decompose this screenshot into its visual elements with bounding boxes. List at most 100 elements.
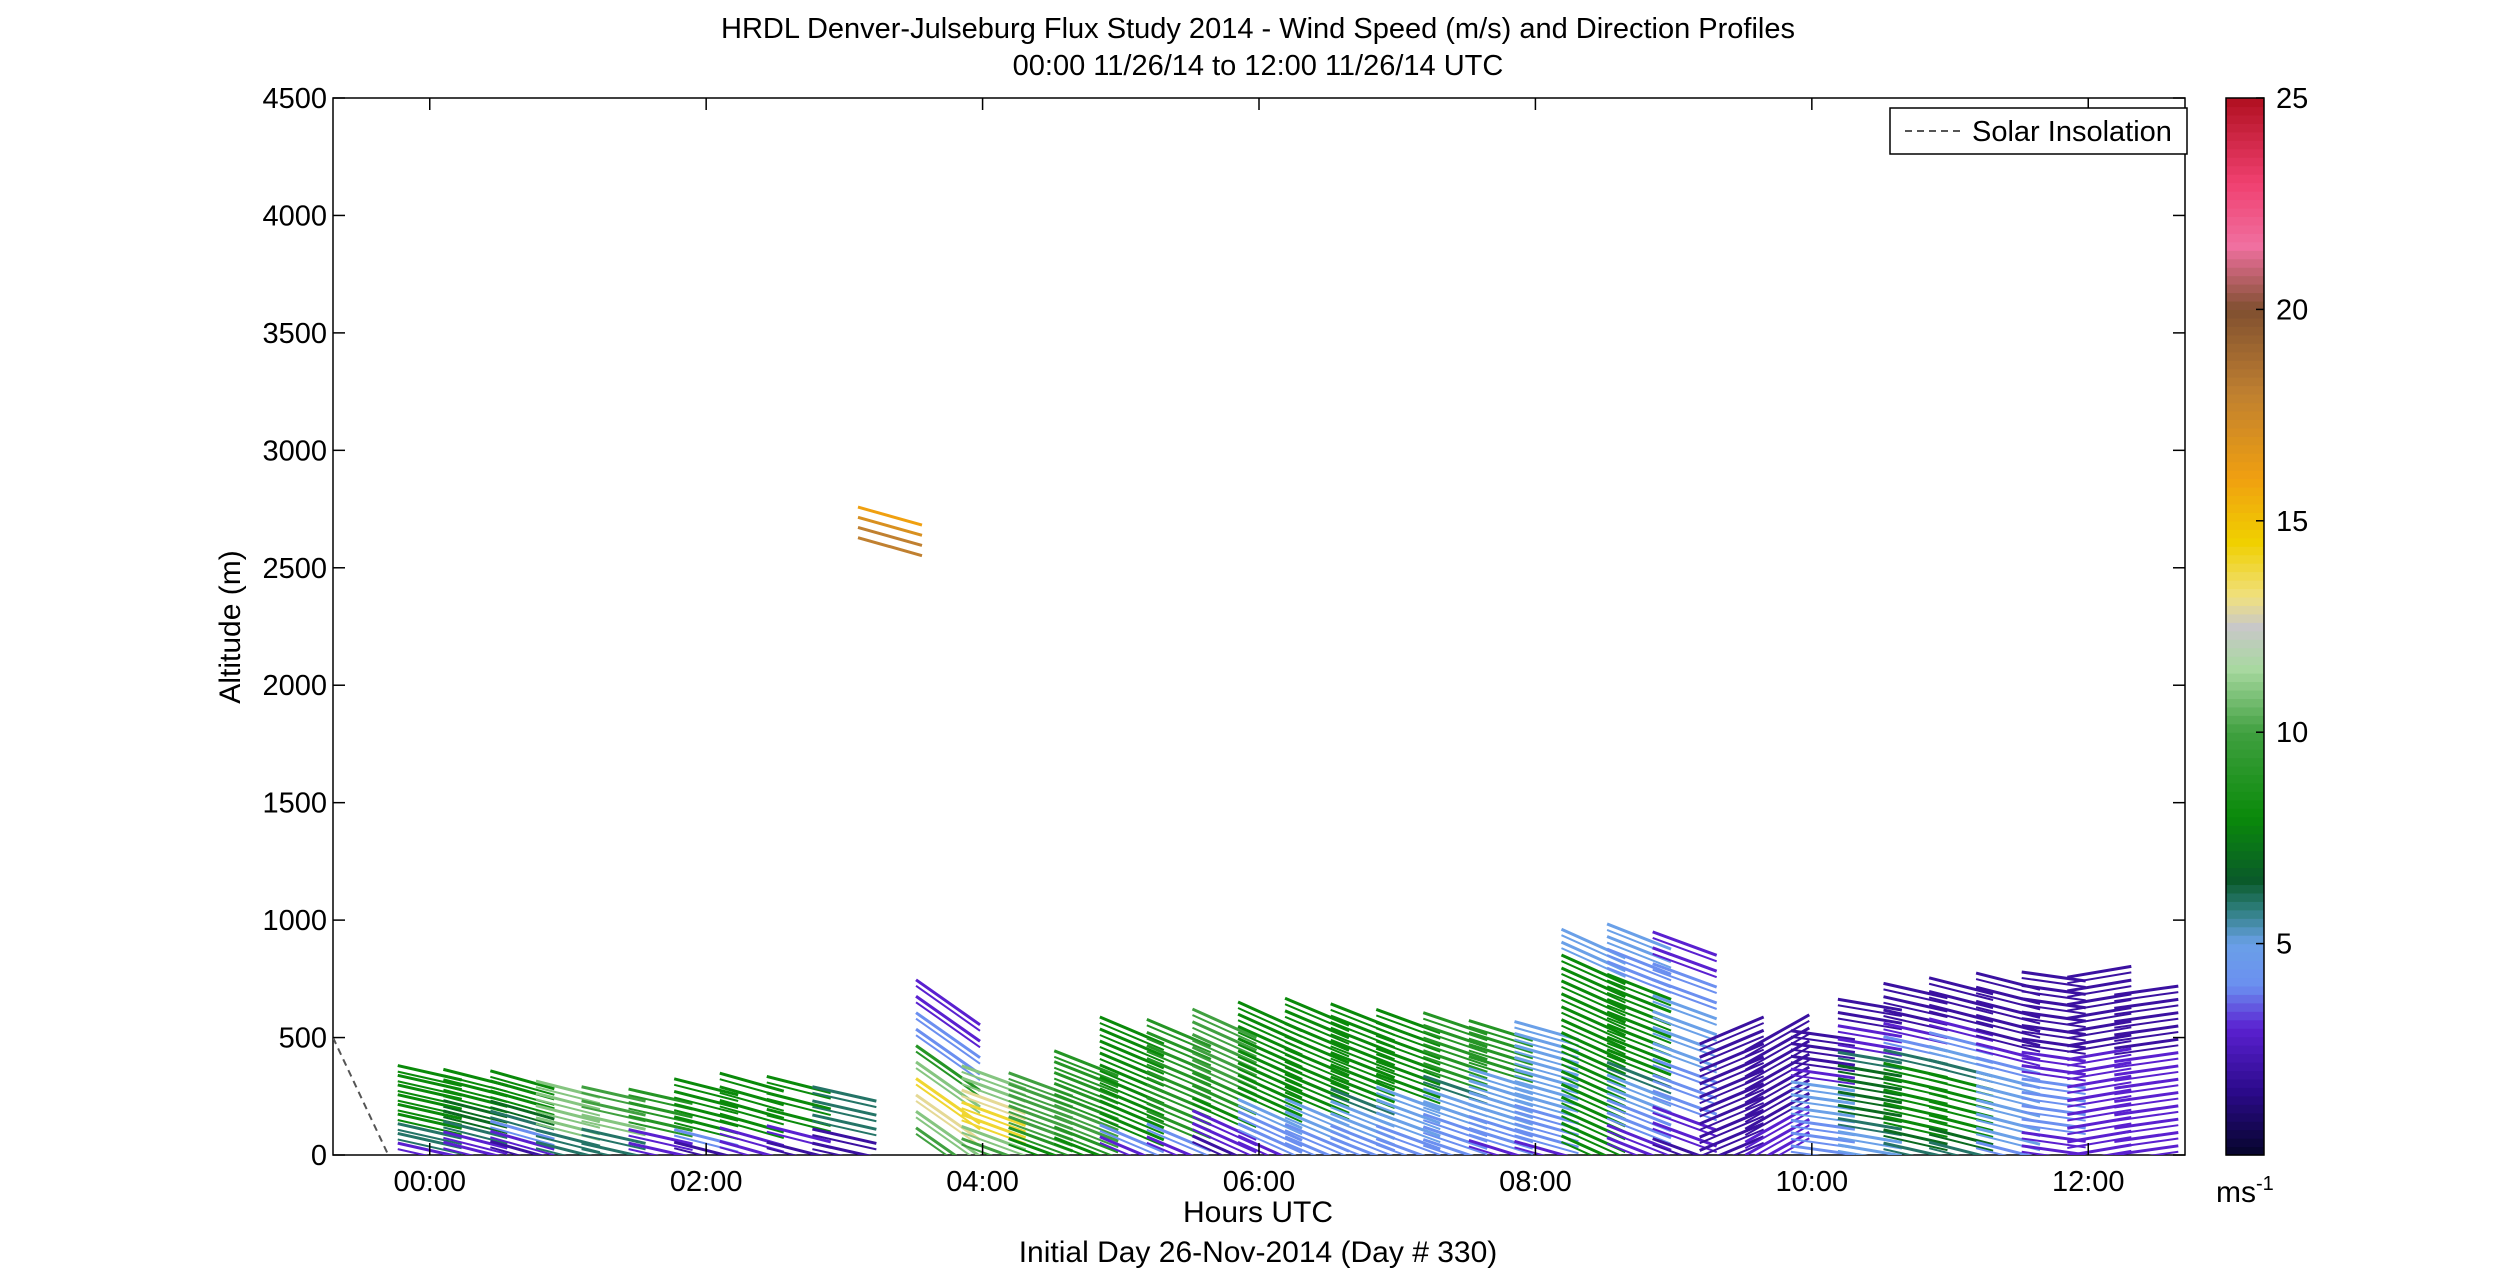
wind-barb [1790,1074,1856,1086]
wind-barb [1330,1033,1396,1061]
wind-barb [1883,1128,1948,1146]
colorbar-band [2226,579,2264,590]
colorbar-band [2226,901,2264,911]
wind-barb [1837,1050,1903,1065]
colorbar-band [2226,689,2264,699]
wind-barb [1053,1066,1119,1094]
wind-barb [1330,1075,1396,1104]
wind-barb [1652,968,1718,995]
wind-barb [1284,1059,1350,1090]
colorbar-band [2226,1146,2264,1156]
wind-barb [2148,1150,2179,1155]
wind-barb [915,1027,981,1076]
colorbar-band [2226,664,2264,674]
wind-barb [766,1147,798,1155]
wind-barb [1099,1039,1165,1070]
colorbar-frame [2225,97,2265,1156]
wind-barb [2114,1077,2179,1090]
wind-barb [1837,1116,1903,1131]
wind-barb [1561,1140,1594,1155]
wind-barb [2114,1091,2179,1104]
wind-barb [2114,1031,2179,1042]
wind-barb [1837,1070,1903,1084]
wind-barb [1422,1043,1488,1067]
wind-barb [1928,1133,1994,1152]
wind-barb [1790,1150,1821,1155]
solar-insolation-layer [333,1037,390,1155]
colorbar-band [2226,1129,2264,1139]
wind-barb [1375,1111,1441,1138]
wind-barb [1099,1058,1165,1087]
colorbar-band [2226,486,2264,497]
wind-barb [443,1105,508,1124]
wind-barb [1652,952,1718,979]
wind-barb [1652,1121,1718,1148]
wind-barb [1099,1099,1165,1130]
wind-barb [1652,930,1718,957]
colorbar-band [2226,191,2264,201]
wind-barb [1468,1097,1534,1120]
wind-barb [915,1083,981,1131]
wind-barb [915,1126,958,1155]
wind-barb [2114,1044,2179,1056]
wind-barb [812,1091,877,1109]
wind-barb [2021,976,2086,988]
colorbar-band [2226,757,2264,767]
wind-barb [1790,1144,1856,1155]
wind-barb [1561,973,1626,1004]
wind-barb [1652,1089,1718,1116]
y-tick-label: 2500 [262,553,327,585]
wind-barb [1606,1092,1672,1120]
wind-barb [1652,994,1718,1021]
colorbar-band [2226,875,2264,886]
wind-barb [1928,1147,1961,1155]
legend-label: Solar Insolation [1972,116,2172,148]
wind-barb [961,1137,1011,1155]
wind-barb [490,1075,555,1096]
colorbar-band [2226,935,2264,945]
wind-barb [1422,1138,1474,1155]
wind-barb [719,1098,785,1120]
wind-barb [397,1093,463,1111]
wind-barb [1699,1062,1765,1091]
wind-barb [1744,1059,1810,1097]
colorbar-band [2226,478,2264,488]
colorbar-band [2226,613,2264,623]
wind-barb [1099,1111,1165,1142]
y-tick-label: 0 [311,1140,327,1172]
wind-barb [1237,1080,1303,1111]
colorbar-band [2226,1087,2264,1097]
wind-barb [1468,1133,1534,1155]
colorbar-band [2226,884,2264,894]
wind-barb [1883,1134,1948,1152]
plot-area [332,97,2186,1156]
wind-barb [1744,1052,1811,1092]
colorbar-tick-label: 15 [2276,506,2308,538]
colorbar-band [2226,216,2264,226]
wind-barb [490,1106,555,1126]
wind-barb [1975,1048,2041,1067]
colorbar-band [2226,723,2264,733]
wind-barb [673,1147,706,1155]
wind-barb [1652,1111,1718,1138]
wind-barb [1237,1140,1270,1155]
wind-barb [961,1112,1027,1140]
wind-barb [490,1126,555,1147]
wind-barb [812,1119,877,1137]
wind-barb [1560,1044,1627,1076]
wind-barb [1765,1130,1811,1155]
wind-barb [1561,998,1626,1030]
wind-barb [535,1140,593,1155]
wind-barb [1099,1135,1147,1155]
wind-barb [397,1102,463,1121]
wind-barb [1883,1015,1948,1032]
colorbar-band [2226,1070,2264,1080]
colorbar-band [2226,968,2264,979]
wind-barb [1975,1034,2041,1053]
colorbar-band [2226,546,2264,556]
colorbar-band [2226,1061,2264,1072]
wind-barb [1330,1142,1363,1155]
wind-barb [1146,1044,1212,1074]
wind-barb [915,1050,981,1098]
wind-barb [1883,1121,1948,1138]
